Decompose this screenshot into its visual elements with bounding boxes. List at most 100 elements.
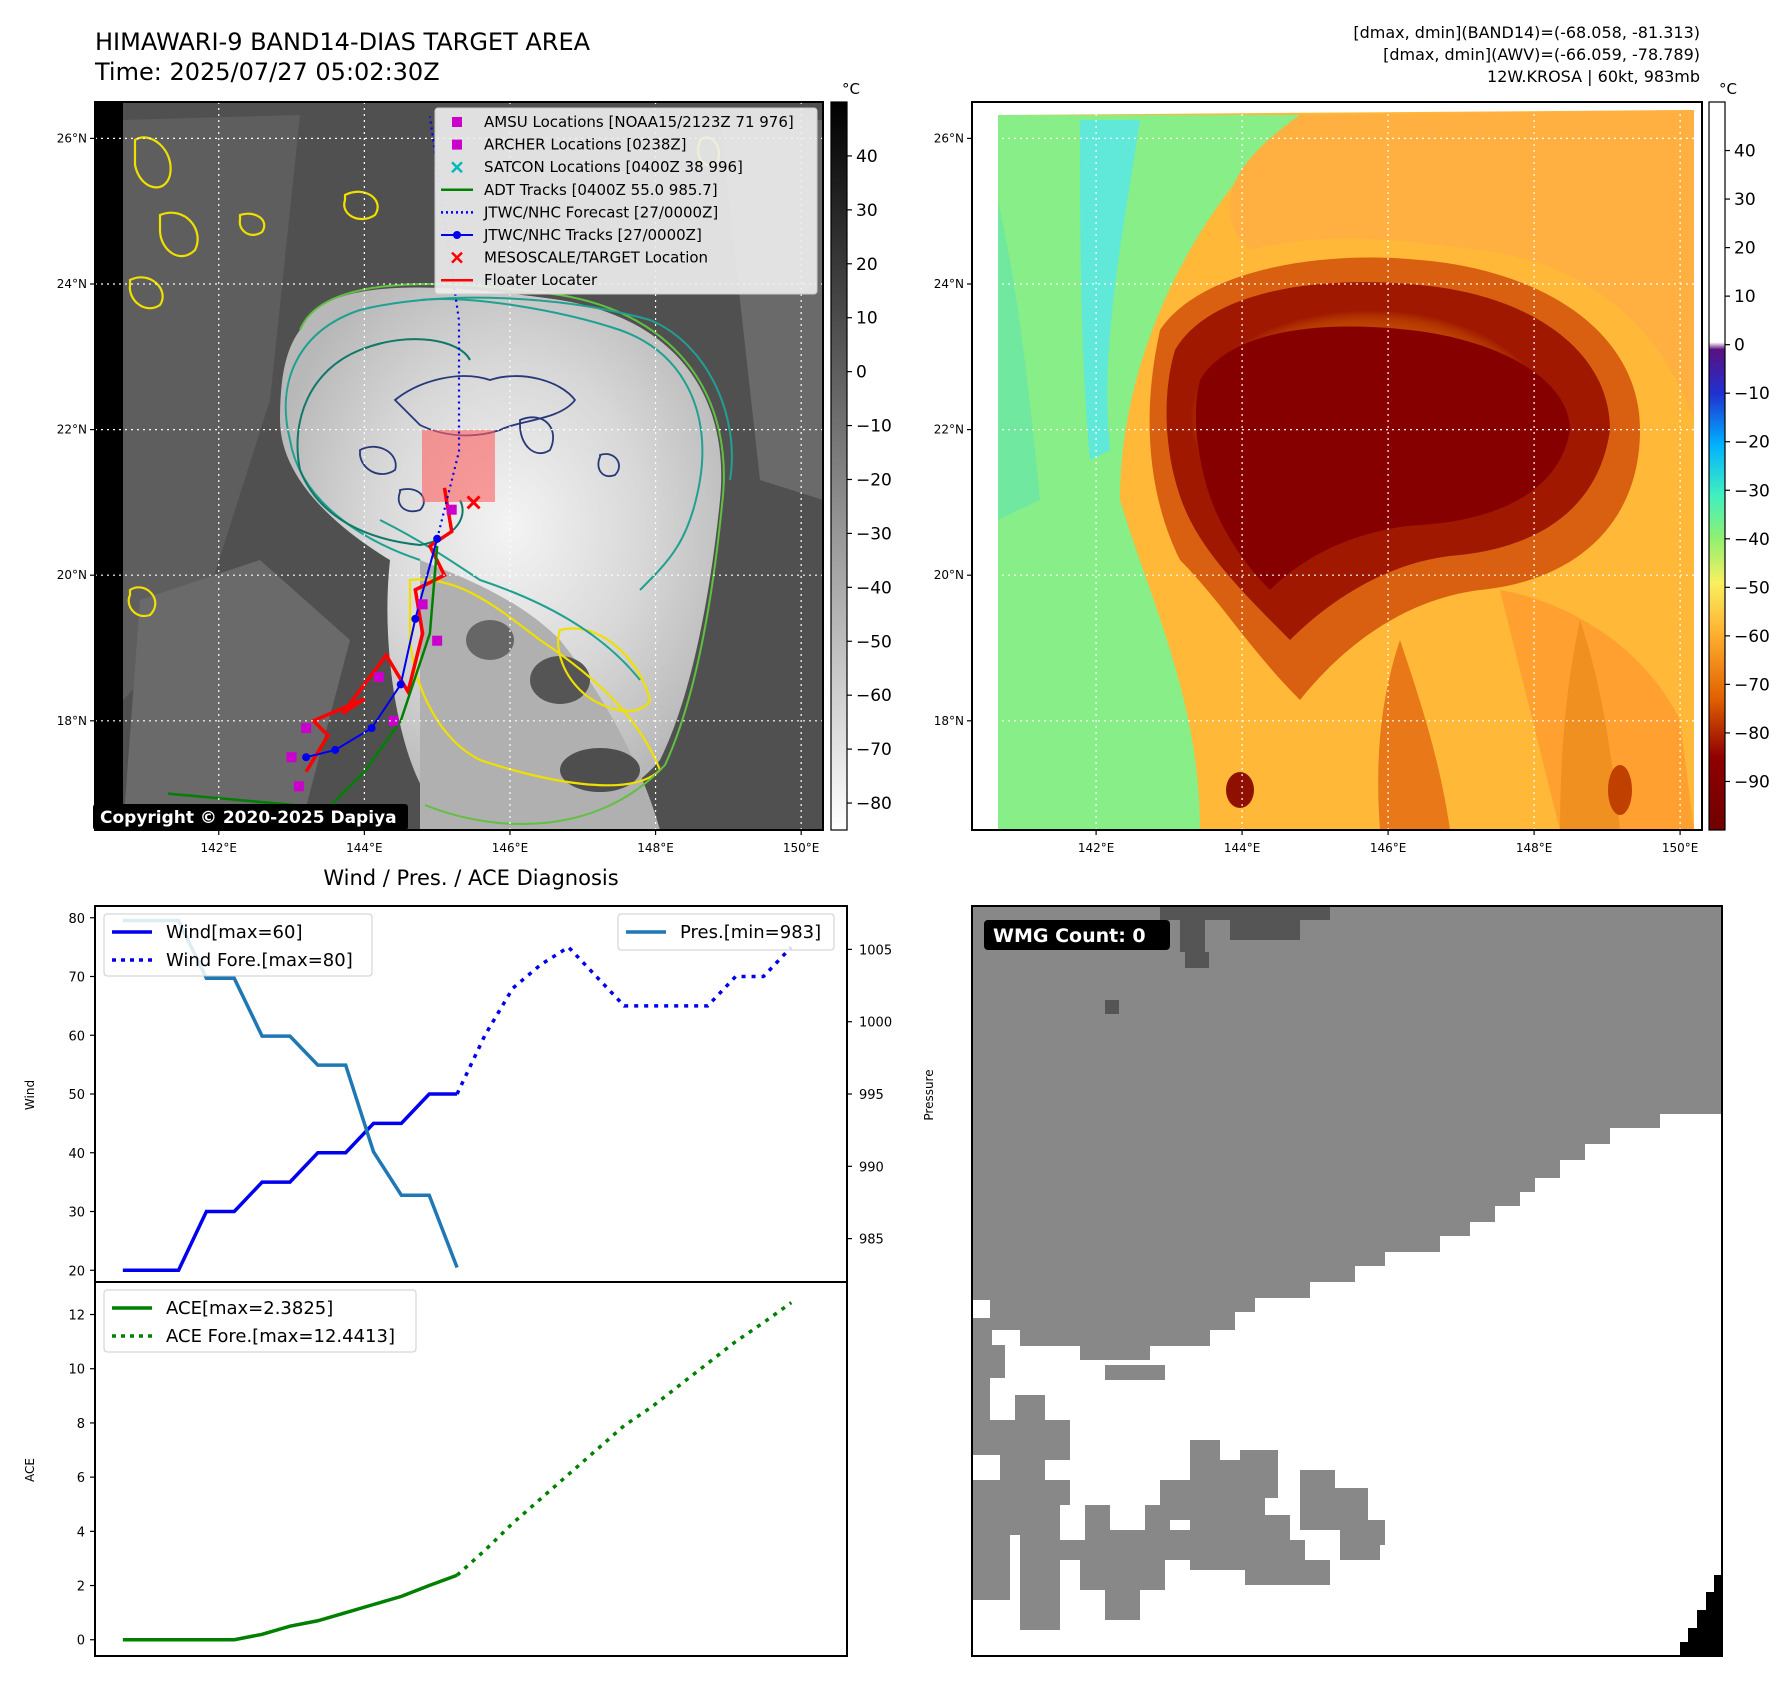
ace-panel: ACE 12 10 8 6 4 2 0 ACE[max=2.3825] ACE Fore.[…	[23, 1281, 848, 1657]
wmg-count-label: WMG Count: 0	[993, 925, 1146, 947]
awv-colorbar-tick-label: −10	[1734, 384, 1770, 404]
jtwc-track-point	[396, 680, 405, 689]
map2-lon-tick-label: 146°E	[1370, 841, 1407, 855]
ace-series-line-0	[122, 1573, 458, 1642]
copyright-text: Copyright © 2020-2025 Dapiya	[100, 808, 397, 828]
awv-colorbar-tick-label: 10	[1734, 287, 1756, 307]
band14-colorbar-tick-label: 30	[856, 201, 878, 221]
awv-colorbar-tick-label: 0	[1734, 336, 1745, 356]
map1-lat-tick-label: 20°N	[57, 568, 87, 582]
band14-colorbar-tick-label: 20	[856, 255, 878, 275]
map1-legend-label: AMSU Locations [NOAA15/2123Z 71 976]	[484, 113, 794, 131]
ace-legend: ACE[max=2.3825] ACE Fore.[max=12.4413]	[103, 1289, 417, 1353]
jtwc-track-point	[302, 753, 311, 762]
map2-lat-tick-label: 22°N	[934, 423, 964, 437]
wind-axis-label: Wind	[23, 1080, 37, 1110]
wind-pressure-panel: Wind / Pres. / ACE Diagnosis Wind Pressu…	[23, 866, 936, 1283]
awv-map-panel: 142°E 144°E 146°E 148°E 150°E26°N24°N22°N20°…	[934, 80, 1770, 855]
amsu-marker	[301, 723, 312, 734]
map2-lat-tick-label: 24°N	[934, 277, 964, 291]
map1-lon-tick-label: 142°E	[201, 841, 238, 855]
wind-legend-label: Wind[max=60]	[166, 922, 303, 943]
ace-tick-label: 12	[68, 1309, 85, 1324]
amsu-marker	[293, 781, 304, 792]
amsu-marker	[388, 715, 399, 726]
amsu-marker	[373, 672, 384, 683]
copyright-badge	[93, 804, 408, 830]
map2-lat-tick-label: 20°N	[934, 568, 964, 582]
jtwc-track-point	[367, 724, 376, 733]
map1-legend-label: JTWC/NHC Tracks [27/0000Z]	[483, 226, 702, 244]
band14-colorbar-tick-label: 10	[856, 309, 878, 329]
band14-colorbar-tick-label: −30	[856, 524, 892, 544]
awv-colorbar-tick-label: −40	[1734, 530, 1770, 550]
band14-colorbar-tick-label: −40	[856, 578, 892, 598]
map2-lat-tick-label: 18°N	[934, 714, 964, 728]
pressure-legend: Pres.[min=983]	[617, 913, 835, 951]
awv-colorbar-tick-label: 30	[1734, 190, 1756, 210]
floater-track	[304, 487, 454, 773]
map2-lon-tick-label: 150°E	[1662, 841, 1699, 855]
info-storm: 12W.KROSA | 60kt, 983mb	[1487, 67, 1700, 86]
info-band14: [dmax, dmin](BAND14)=(-68.058, -81.313)	[1353, 23, 1700, 42]
ace-series-line-1	[455, 1301, 793, 1577]
band14-colorbar-tick-label: −50	[856, 632, 892, 652]
ace-axis-label: ACE	[23, 1458, 37, 1482]
map1-legend-label: Floater Locater	[484, 271, 598, 289]
band14-map-panel: 142°E 144°E 146°E 148°E 150°E26°N24°N22°N20°…	[57, 80, 892, 855]
figure-time: Time: 2025/07/27 05:02:30Z	[94, 58, 440, 86]
map1-lon-tick-label: 148°E	[637, 841, 674, 855]
awv-colorbar-tick-label: −30	[1734, 481, 1770, 501]
wind-fore-legend-label: Wind Fore.[max=80]	[166, 950, 353, 971]
awv-colorbar	[1708, 101, 1726, 831]
amsu-marker	[446, 504, 457, 515]
ace-tick-label: 4	[77, 1525, 85, 1540]
wmg-count-badge	[984, 920, 1170, 950]
map2-lat-tick-label: 26°N	[934, 131, 964, 145]
band14-colorbar-tick-label: 40	[856, 147, 878, 167]
map1-legend-label: SATCON Locations [0400Z 38 996]	[484, 158, 743, 176]
band14-colorbar-tick-label: −20	[856, 470, 892, 490]
map1-lon-tick-label: 146°E	[492, 841, 529, 855]
wind-tick-label: 50	[68, 1088, 85, 1103]
band14-colorbar	[830, 101, 848, 831]
map1-legend-label: ADT Tracks [0400Z 55.0 985.7]	[484, 181, 718, 199]
ace-fore-legend-label: ACE Fore.[max=12.4413]	[166, 1326, 395, 1347]
target-location-marker	[466, 495, 481, 510]
ace-tick-label: 0	[77, 1634, 85, 1649]
awv-colorbar-tick-label: −50	[1734, 578, 1770, 598]
jtwc-track-point	[411, 614, 420, 623]
ace-legend-label: ACE[max=2.3825]	[166, 1298, 333, 1319]
map1-legend: AMSU Locations [NOAA15/2123Z 71 976] ARCH…	[434, 107, 818, 295]
awv-colorbar-tick-label: −90	[1734, 772, 1770, 792]
amsu-marker	[432, 635, 443, 646]
pressure-tick-label: 990	[859, 1160, 884, 1175]
jtwc-track-point	[433, 534, 442, 543]
pressure-legend-label: Pres.[min=983]	[680, 922, 821, 943]
awv-colorbar-tick-label: −70	[1734, 675, 1770, 695]
series-line-0	[122, 1092, 458, 1272]
map1-lat-tick-label: 24°N	[57, 277, 87, 291]
target-area-box	[422, 430, 495, 502]
map1-lat-tick-label: 18°N	[57, 714, 87, 728]
pressure-tick-label: 985	[859, 1233, 884, 1248]
ace-tick-label: 10	[68, 1363, 85, 1378]
pressure-tick-label: 1005	[859, 943, 892, 958]
ace-tick-label: 2	[77, 1580, 85, 1595]
figure-title: HIMAWARI-9 BAND14-DIAS TARGET AREA	[95, 28, 591, 56]
map1-lon-tick-label: 144°E	[346, 841, 383, 855]
wind-tick-label: 80	[68, 912, 85, 927]
series-line-1	[455, 944, 793, 1095]
map2-lon-tick-label: 144°E	[1224, 841, 1261, 855]
ace-tick-label: 8	[77, 1417, 85, 1432]
wind-tick-label: 20	[68, 1264, 85, 1279]
map1-legend-label: JTWC/NHC Forecast [27/0000Z]	[483, 203, 718, 221]
ace-tick-label: 6	[77, 1471, 85, 1486]
band14-colorbar-tick-label: −60	[856, 686, 892, 706]
pressure-tick-label: 995	[859, 1088, 884, 1103]
band14-colorbar-tick-label: −70	[856, 740, 892, 760]
band14-colorbar-tick-label: −80	[856, 794, 892, 814]
map1-lat-tick-label: 22°N	[57, 423, 87, 437]
amsu-marker	[286, 752, 297, 763]
